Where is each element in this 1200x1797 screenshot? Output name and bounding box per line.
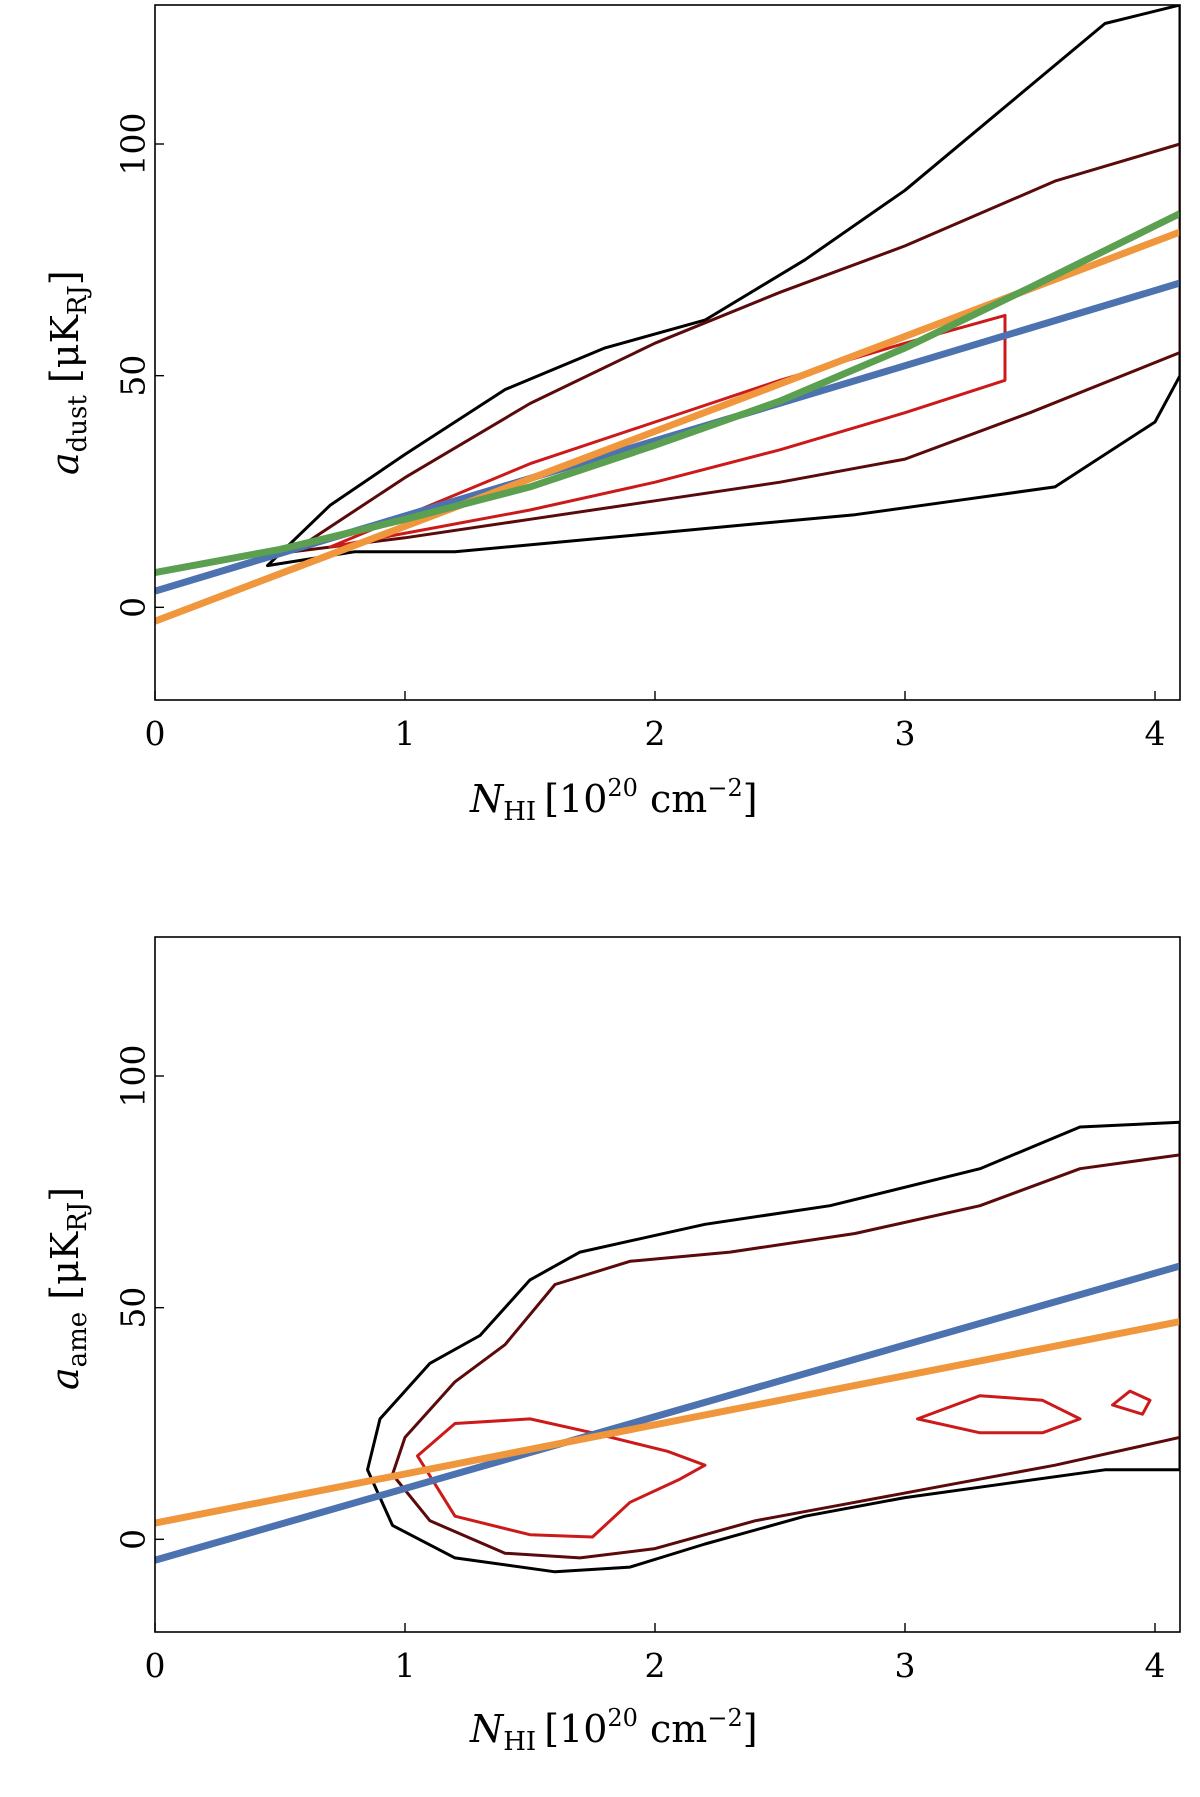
top-plot-area <box>155 5 1180 625</box>
top-x-tick-label-3: 3 <box>895 714 916 753</box>
bottom-x-tick-label-2: 2 <box>645 1646 666 1685</box>
top-x-tick-label-0: 0 <box>145 714 166 753</box>
top-x-axis-label: NHI [1020 cm−2] <box>469 774 758 827</box>
top-contour-outer <box>266 5 1180 568</box>
bottom-contour-inner-c <box>1111 1389 1152 1416</box>
bottom-x-tick-label-0: 0 <box>145 1646 166 1685</box>
top-y-tick-label-50: 50 <box>114 355 153 397</box>
top-x-tick-label-2: 2 <box>645 714 666 753</box>
bottom-x-tick-label-3: 3 <box>895 1646 916 1685</box>
bottom-x-axis-label: NHI [1020 cm−2] <box>469 1704 758 1757</box>
panel-top-dust: 0 1 2 3 4 0 50 100 <box>114 4 1181 753</box>
top-y-tick-label-100: 100 <box>114 113 153 176</box>
bottom-x-tick-label-4: 4 <box>1145 1646 1166 1685</box>
top-fit-line-green <box>155 210 1180 577</box>
bottom-y-axis-label: aame [μKRJ] <box>43 1187 93 1390</box>
bottom-contour-middle <box>391 1153 1180 1560</box>
bottom-contour-inner-b <box>916 1394 1082 1435</box>
bottom-y-tick-label-0: 0 <box>114 1529 153 1550</box>
bottom-axes-frame <box>154 936 1181 1633</box>
panel-bottom-ame: 0 1 2 3 4 0 50 100 <box>114 936 1181 1685</box>
bottom-fit-line-orange <box>155 1318 1180 1527</box>
top-y-tick-label-0: 0 <box>114 597 153 618</box>
bottom-fit-line-blue <box>155 1262 1180 1564</box>
bottom-x-tick-label-1: 1 <box>395 1646 416 1685</box>
bottom-contour-inner-a <box>416 1417 707 1539</box>
top-x-tick-label-1: 1 <box>395 714 416 753</box>
top-contour-inner <box>328 313 1007 549</box>
bottom-y-tick-label-100: 100 <box>114 1045 153 1108</box>
bottom-contour-outer <box>366 1120 1180 1574</box>
top-contour-middle <box>291 142 1180 554</box>
bottom-plot-area <box>155 1120 1180 1574</box>
top-x-tick-label-4: 4 <box>1145 714 1166 753</box>
bottom-y-tick-label-50: 50 <box>114 1287 153 1329</box>
top-axes-frame <box>154 4 1181 701</box>
top-y-axis-label: adust [μKRJ] <box>43 270 93 475</box>
